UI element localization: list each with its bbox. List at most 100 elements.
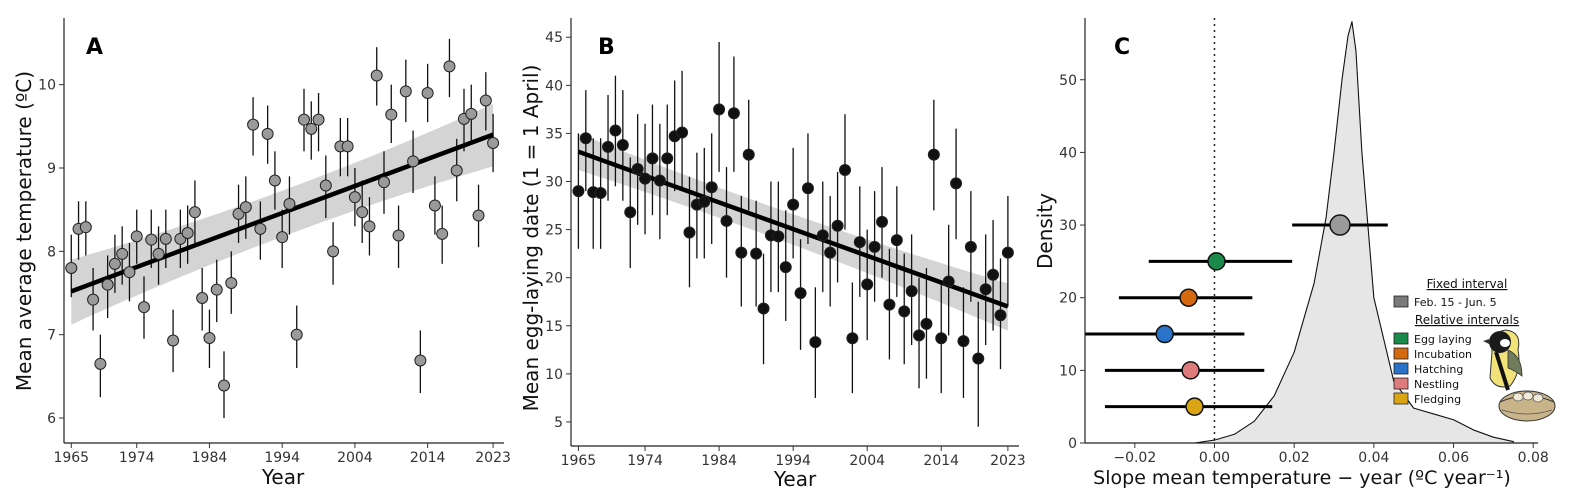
y-tick-label: 20 — [545, 271, 563, 287]
y-tick-label: 7 — [47, 328, 56, 344]
data-point — [472, 209, 485, 222]
x-tick-label: 1994 — [264, 450, 300, 466]
estimate-point — [1155, 324, 1174, 344]
x-tick-label: 2023 — [475, 450, 511, 466]
data-point — [247, 118, 260, 131]
data-point — [964, 240, 977, 253]
data-point — [801, 182, 814, 195]
data-point — [713, 103, 726, 116]
legend-fledging-label: Fledging — [1414, 393, 1461, 406]
data-point — [392, 229, 405, 242]
data-point — [283, 197, 296, 210]
data-point — [757, 302, 770, 315]
x-tick-label: 2023 — [990, 453, 1026, 469]
y-tick-label: 45 — [545, 30, 563, 46]
data-point — [705, 181, 718, 194]
legend-incubation-label: Incubation — [1414, 348, 1472, 361]
data-point — [646, 152, 659, 165]
data-point — [268, 174, 281, 187]
y-tick-label: 40 — [1059, 145, 1077, 161]
x-axis-label-b: Year — [773, 467, 817, 491]
legend-hatching-swatch — [1393, 362, 1409, 375]
data-point — [750, 247, 763, 260]
x-tick-label: 0.04 — [1358, 450, 1389, 466]
data-point — [639, 172, 652, 185]
data-point — [624, 206, 637, 219]
data-point — [348, 191, 361, 204]
data-point — [979, 283, 992, 296]
data-point — [720, 214, 733, 227]
panel-label-c: C — [1114, 35, 1130, 60]
data-point — [87, 293, 100, 306]
data-point — [772, 230, 785, 243]
legend-fixed-title: Fixed interval — [1427, 277, 1508, 291]
data-point — [152, 247, 165, 260]
data-point — [378, 176, 390, 189]
data-point — [414, 354, 427, 367]
y-tick-label: 9 — [47, 161, 56, 177]
panel-c: −0.02 0.00 0.02 0.04 0.06 0.08 0 10 20 30 40 50 C S… — [1033, 18, 1556, 489]
data-point — [661, 152, 674, 165]
data-point — [868, 240, 881, 253]
data-point — [890, 234, 903, 247]
data-point — [927, 148, 940, 161]
data-point — [913, 329, 926, 342]
data-point — [290, 328, 303, 341]
legend-fledging-swatch — [1393, 392, 1409, 405]
estimate-point — [1179, 288, 1198, 307]
data-point — [356, 206, 369, 219]
y-tick-label: 40 — [545, 78, 563, 94]
estimate-point — [1181, 361, 1200, 380]
data-point — [79, 221, 92, 234]
data-point — [727, 107, 740, 120]
x-tick-label: 2014 — [410, 450, 446, 466]
y-axis-label-c: Density — [1033, 193, 1057, 269]
y-tick-label: 30 — [1059, 218, 1077, 234]
data-point — [957, 335, 970, 348]
data-point — [987, 268, 1000, 281]
x-tick-label: 0.02 — [1279, 450, 1310, 466]
x-tick-label: 0.08 — [1518, 450, 1549, 466]
data-point — [108, 257, 121, 270]
data-point — [487, 137, 500, 149]
panel-a: 1965 1974 1984 1994 2004 2014 2023 6 7 8 9 10 A Yea… — [12, 18, 511, 489]
data-point — [145, 233, 158, 246]
data-point — [653, 174, 666, 187]
data-point — [123, 266, 136, 279]
panel-label-a: A — [86, 35, 103, 60]
panel-label-b: B — [598, 35, 615, 60]
legend-egg-laying-swatch — [1393, 332, 1409, 345]
data-point — [883, 298, 896, 311]
data-point — [676, 126, 689, 139]
y-tick-label: 30 — [545, 175, 563, 191]
data-point — [846, 332, 859, 345]
x-tick-label: 1974 — [627, 453, 663, 469]
data-point — [225, 277, 238, 289]
y-tick-label: 20 — [1059, 291, 1077, 307]
data-point — [218, 379, 230, 392]
legend-fixed-label: Feb. 15 - Jun. 5 — [1414, 296, 1497, 309]
data-point — [1001, 246, 1014, 259]
data-point — [65, 262, 78, 274]
data-point — [631, 163, 644, 176]
y-tick-label: 25 — [545, 223, 563, 239]
legend: Fixed interval Feb. 15 - Jun. 5 Relative… — [1393, 277, 1519, 406]
data-point — [363, 220, 376, 233]
data-point — [305, 122, 318, 135]
x-axis-label-a: Year — [261, 465, 305, 489]
data-point — [972, 352, 985, 365]
data-point — [421, 87, 434, 99]
data-point — [298, 113, 310, 126]
x-tick-label: 2004 — [849, 453, 885, 469]
data-point — [479, 94, 492, 107]
data-point — [920, 317, 933, 330]
data-point — [616, 138, 629, 151]
x-tick-label: 1974 — [119, 450, 155, 466]
panel-b: 1965 1974 1984 1994 2004 2014 2023 5 10 15 20 25 30 3… — [519, 18, 1026, 491]
data-point — [450, 164, 463, 177]
data-point — [276, 231, 289, 244]
data-point — [994, 309, 1007, 322]
data-point — [407, 155, 420, 168]
x-tick-label: 0.00 — [1199, 450, 1230, 466]
